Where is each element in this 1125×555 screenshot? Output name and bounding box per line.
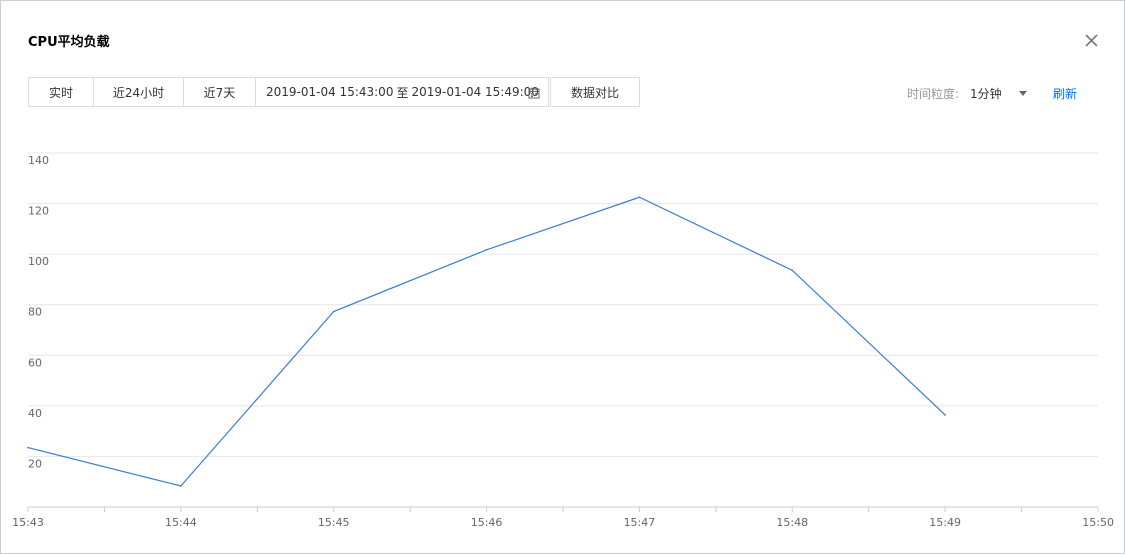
- y-tick-label: 80: [28, 306, 42, 319]
- last-24h-button[interactable]: 近24小时: [93, 77, 184, 107]
- range-end: 2019-01-04 15:49:00: [411, 85, 539, 99]
- y-tick-label: 40: [28, 407, 42, 420]
- range-separator: 至: [396, 85, 409, 100]
- close-icon[interactable]: [1081, 30, 1101, 50]
- series-layer: [27, 196, 946, 487]
- y-tick-label: 60: [28, 356, 42, 369]
- date-range-picker[interactable]: 2019-01-04 15:43:00 至 2019-01-04 15:49:0…: [255, 77, 549, 107]
- x-tick-label: 15:46: [471, 516, 503, 529]
- calendar-icon[interactable]: [528, 87, 540, 99]
- y-tick-label: 20: [28, 457, 42, 470]
- data-point: [180, 485, 182, 487]
- time-range-toolbar: 实时 近24小时 近7天 2019-01-04 15:43:00 至 2019-…: [28, 77, 640, 107]
- data-point: [638, 196, 641, 199]
- x-axis-ticks: 15:43 15:44 15:45 15:46 15:47 15:48 15:49 15:50: [12, 507, 1114, 529]
- last-7d-button[interactable]: 近7天: [183, 77, 256, 107]
- y-tick-label: 100: [28, 255, 49, 268]
- x-tick-label: 15:47: [624, 516, 656, 529]
- grid-lines: [28, 152, 1098, 457]
- x-tick-label: 15:50: [1082, 516, 1114, 529]
- granularity-select[interactable]: 1分钟: [965, 79, 1035, 107]
- x-tick-label: 15:43: [12, 516, 44, 529]
- y-tick-label: 120: [28, 205, 49, 218]
- data-point: [791, 269, 794, 272]
- granularity-value: 1分钟: [970, 87, 1002, 101]
- x-tick-label: 15:45: [318, 516, 350, 529]
- x-tick-label: 15:48: [776, 516, 808, 529]
- data-point: [27, 446, 29, 449]
- x-tick-label: 15:49: [929, 516, 961, 529]
- dialog-title: CPU平均负载: [28, 35, 110, 50]
- y-tick-label: 140: [28, 154, 49, 167]
- x-tick-label: 15:44: [165, 516, 197, 529]
- data-point: [485, 249, 488, 251]
- data-point: [332, 310, 335, 313]
- chevron-down-icon: [1019, 91, 1027, 96]
- series-line: [27, 196, 946, 487]
- compare-button[interactable]: 数据对比: [550, 77, 640, 107]
- granularity-label: 时间粒度:: [907, 87, 960, 101]
- data-point: [944, 414, 946, 416]
- refresh-link[interactable]: 刷新: [1053, 87, 1078, 101]
- y-axis-ticks: 20 40 60 80 100 120 140: [28, 154, 49, 470]
- range-start: 2019-01-04 15:43:00: [266, 85, 394, 99]
- realtime-button[interactable]: 实时: [28, 77, 94, 107]
